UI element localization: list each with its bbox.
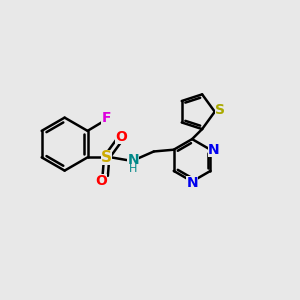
Text: S: S xyxy=(215,103,225,117)
Text: F: F xyxy=(101,111,111,124)
Text: S: S xyxy=(101,150,112,165)
Text: N: N xyxy=(186,176,198,190)
Text: O: O xyxy=(95,174,107,188)
Text: O: O xyxy=(115,130,127,144)
Text: H: H xyxy=(129,164,137,173)
Text: N: N xyxy=(128,153,139,167)
Text: N: N xyxy=(208,143,219,157)
